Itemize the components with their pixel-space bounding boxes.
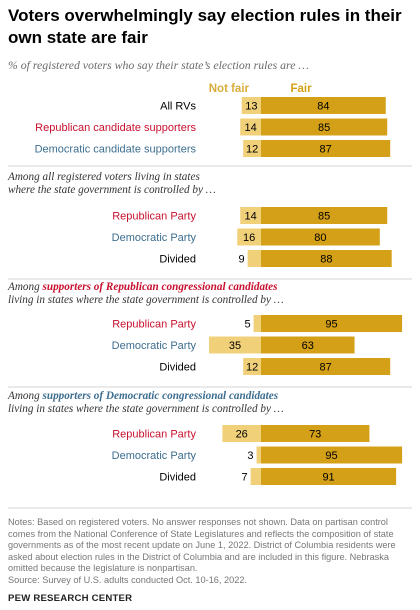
value-not-fair: 14 xyxy=(244,122,256,134)
value-fair: 80 xyxy=(314,232,326,244)
value-not-fair: 14 xyxy=(244,211,256,223)
bar-not-fair xyxy=(253,315,261,332)
bar-not-fair xyxy=(247,250,261,267)
chart-notes: Notes: Based on registered voters. No an… xyxy=(8,517,416,587)
row-label: Republican Party xyxy=(112,211,196,223)
bar-fair xyxy=(261,140,391,157)
bar-not-fair xyxy=(241,97,261,114)
bar-not-fair xyxy=(250,468,261,485)
bar-fair xyxy=(261,207,388,224)
legend-not-fair: Not fair xyxy=(209,83,250,95)
row-label: All RVs xyxy=(160,101,196,113)
value-fair: 85 xyxy=(318,122,330,134)
value-fair: 87 xyxy=(319,362,331,374)
bar-fair xyxy=(261,118,388,136)
value-not-fair: 9 xyxy=(239,254,245,266)
chart-title: Voters overwhelmingly say election rules… xyxy=(8,6,402,47)
value-not-fair: 3 xyxy=(247,450,253,462)
value-fair: 84 xyxy=(317,101,329,113)
group-heading-part: supporters of Democratic congressional c… xyxy=(42,390,279,402)
bar-fair xyxy=(261,358,391,375)
row-label: Democratic candidate supporters xyxy=(35,144,197,156)
bar-not-fair xyxy=(240,118,261,136)
value-fair: 73 xyxy=(309,429,321,441)
group-heading-part: Among all registered voters living in st… xyxy=(7,171,200,183)
organization-credit: PEW RESEARCH CENTER xyxy=(8,593,133,604)
chart-subtitle: % of registered voters who say their sta… xyxy=(8,58,309,72)
value-not-fair: 7 xyxy=(241,472,247,484)
bar-fair xyxy=(261,250,392,267)
diverging-bar-chart: Not fair Fair All RVs 13 84 Republican candid… xyxy=(7,83,412,509)
bar-fair xyxy=(261,97,386,114)
value-not-fair: 35 xyxy=(229,340,241,352)
bar-fair xyxy=(261,425,370,442)
row-label: Democratic Party xyxy=(112,232,197,244)
bar-not-fair xyxy=(240,207,261,224)
group-heading-part: supporters of Republican congressional c… xyxy=(42,281,279,293)
value-fair: 63 xyxy=(302,340,314,352)
bar-not-fair xyxy=(209,336,261,354)
group-heading-part: Among xyxy=(7,390,43,402)
row-label: Divided xyxy=(159,362,196,374)
value-not-fair: 12 xyxy=(246,362,258,374)
bar-fair xyxy=(261,315,403,332)
bar-not-fair xyxy=(243,140,261,157)
bar-not-fair xyxy=(256,446,261,464)
value-fair: 95 xyxy=(325,450,337,462)
group-heading-line2: living in states where the state governm… xyxy=(8,294,284,306)
group-heading-2: Among all registered voters living in st… xyxy=(7,171,200,183)
bar-not-fair xyxy=(237,228,261,246)
value-fair: 91 xyxy=(322,472,334,484)
bar-fair xyxy=(261,336,355,354)
value-fair: 87 xyxy=(319,144,331,156)
value-not-fair: 12 xyxy=(246,144,258,156)
source-text: Source: Survey of U.S. adults conducted … xyxy=(8,574,248,585)
value-not-fair: 13 xyxy=(245,101,257,113)
row-label: Democratic Party xyxy=(112,340,197,352)
row-label: Democratic Party xyxy=(112,450,197,462)
group-heading-3: Among supporters of Republican congressi… xyxy=(7,281,278,293)
bar-fair xyxy=(261,228,380,246)
group-heading-4: Among supporters of Democratic congressi… xyxy=(7,390,279,402)
bar-not-fair xyxy=(243,358,261,375)
value-fair: 88 xyxy=(320,254,332,266)
group-heading-line2: where the state government is controlled… xyxy=(8,184,216,196)
value-fair: 85 xyxy=(318,211,330,223)
row-label: Republican candidate supporters xyxy=(35,122,196,134)
group-heading-line2: living in states where the state governm… xyxy=(8,403,284,415)
group-heading-part: Among xyxy=(7,281,43,293)
row-label: Divided xyxy=(159,472,196,484)
bar-fair xyxy=(261,446,403,464)
bar-fair xyxy=(261,468,397,485)
bar-not-fair xyxy=(222,425,261,442)
notes-text: Notes: Based on registered voters. No an… xyxy=(8,517,396,574)
legend-fair: Fair xyxy=(290,83,312,95)
row-label: Republican Party xyxy=(112,429,196,441)
value-not-fair: 16 xyxy=(243,232,255,244)
value-not-fair: 5 xyxy=(244,319,250,331)
row-label: Republican Party xyxy=(112,319,196,331)
value-not-fair: 26 xyxy=(236,429,248,441)
value-fair: 95 xyxy=(325,319,337,331)
row-label: Divided xyxy=(159,254,196,266)
